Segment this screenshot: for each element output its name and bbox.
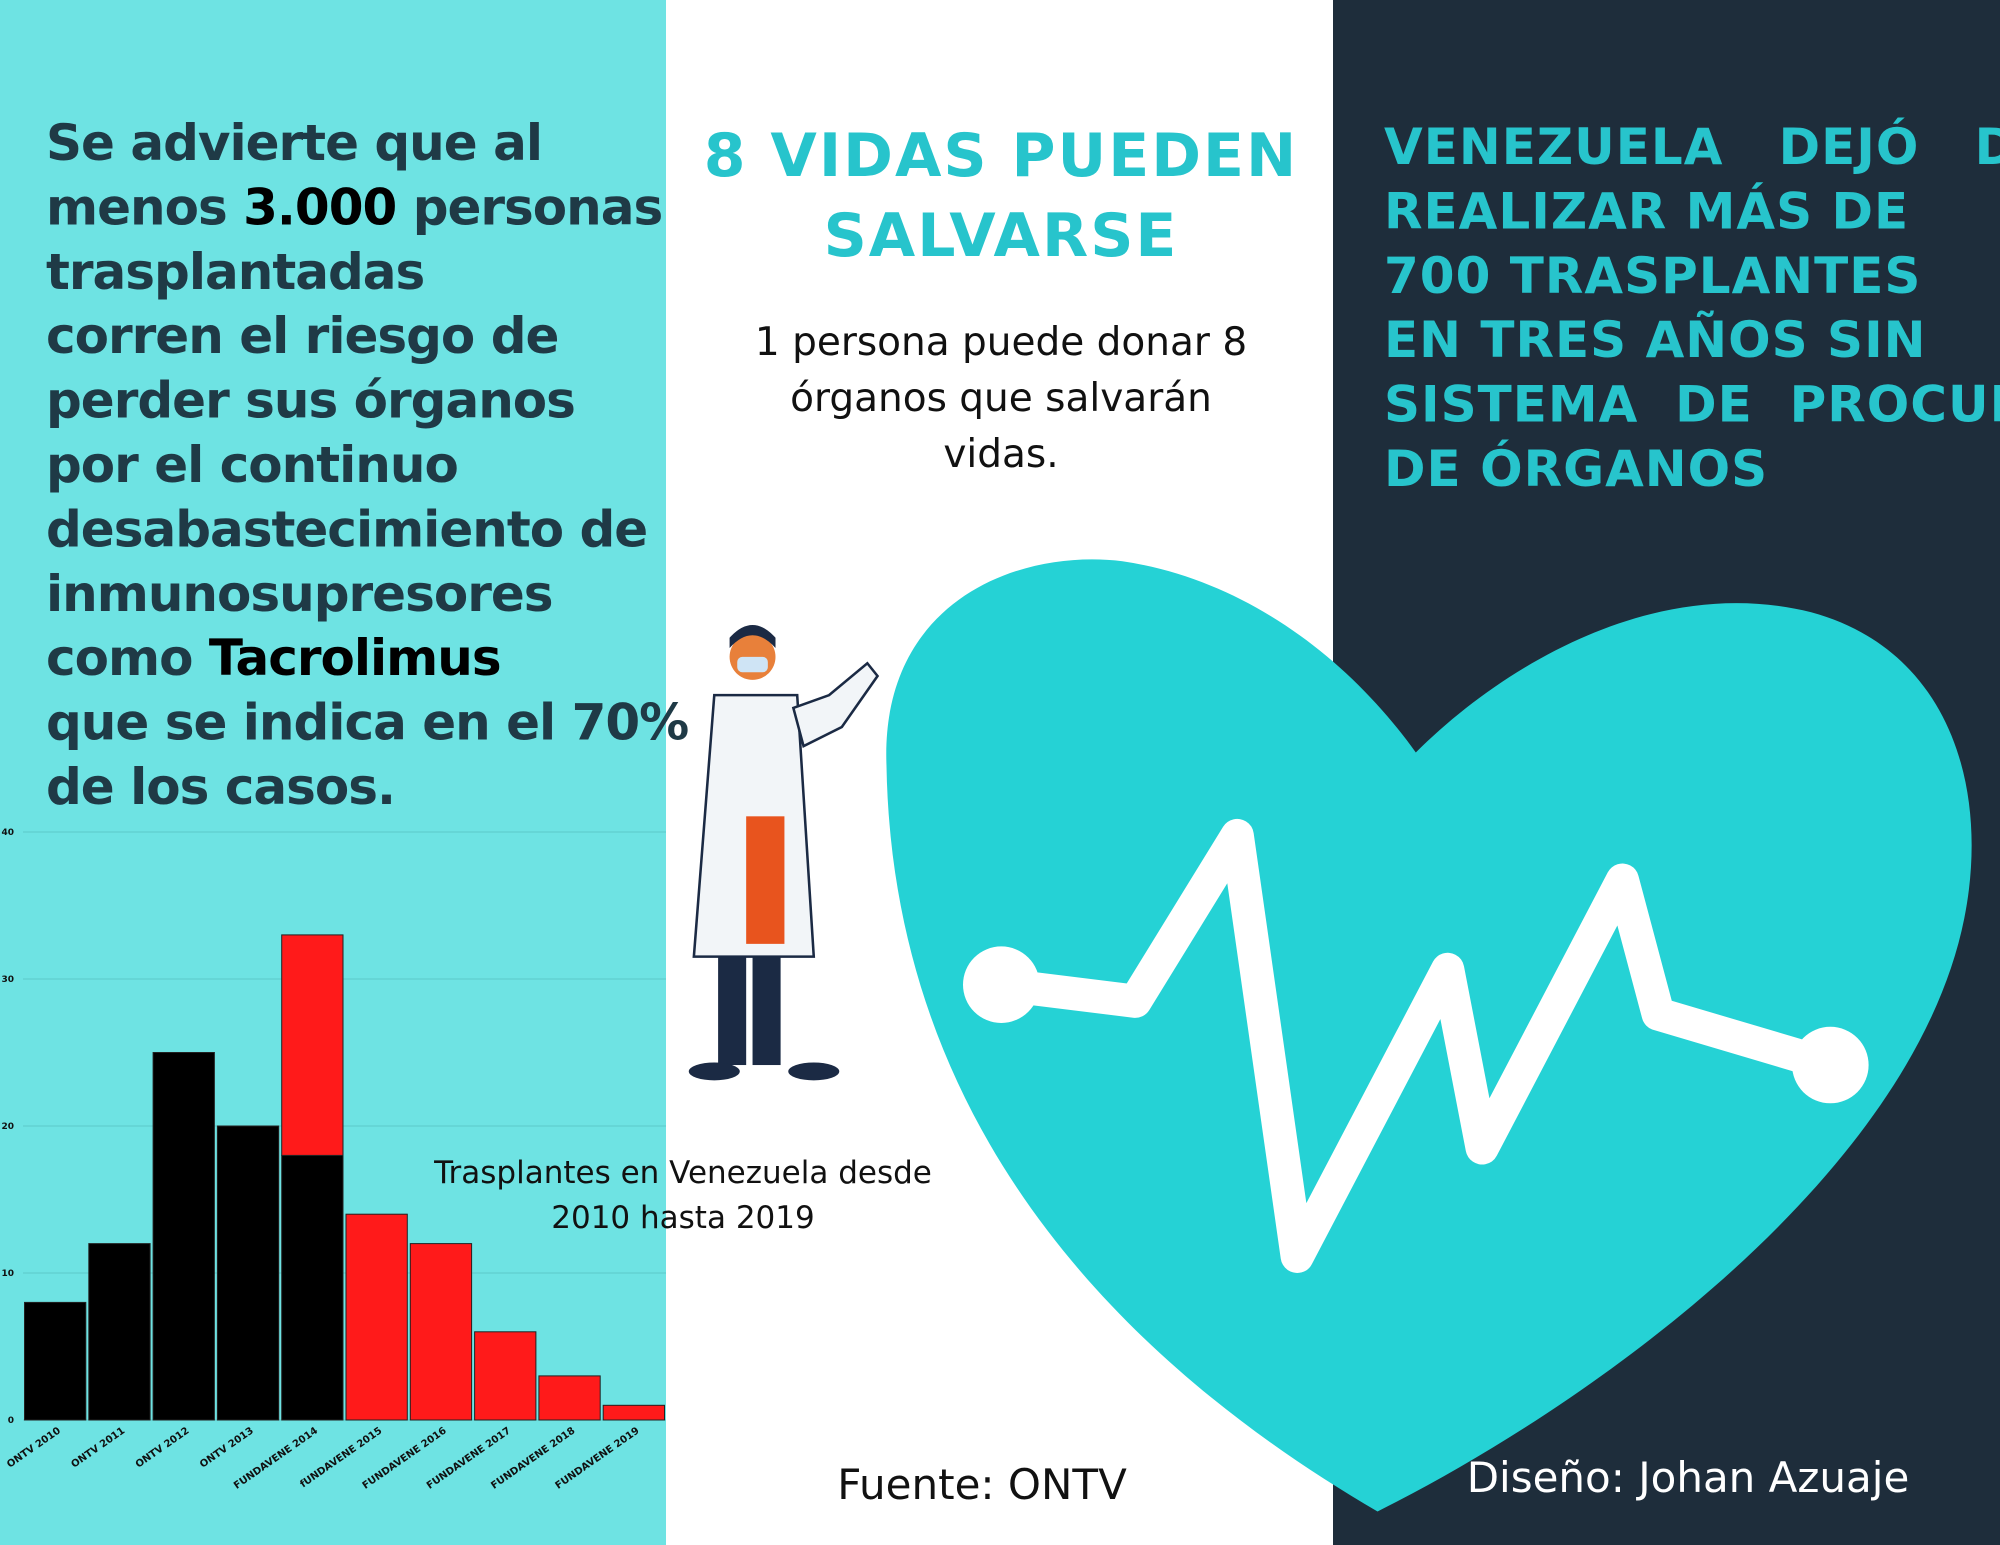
leg (752, 943, 781, 1066)
text-segment: menos (46, 178, 243, 236)
text-segment: personas (396, 178, 662, 236)
y-tick-label: 0 (8, 1416, 14, 1426)
left-text-line: desabastecimiento de (46, 500, 647, 558)
right-title: EN TRES AÑOS SIN (1384, 310, 1927, 369)
text-segment: de los casos. (46, 758, 395, 816)
text-segment: por el continuo (46, 436, 458, 494)
bar (474, 1331, 537, 1421)
bar (24, 1301, 87, 1421)
y-tick-label: 30 (1, 975, 14, 985)
text-segment: perder sus órganos (46, 372, 575, 430)
right-title: VENEZUELA DEJÓ DE (1384, 117, 2000, 176)
heartbeat (999, 818, 1836, 1273)
bar (602, 1404, 666, 1421)
left-text-line: Se advierte que al (46, 114, 542, 172)
leg (718, 943, 747, 1066)
right-title: REALIZAR MÁS DE (1384, 181, 1909, 240)
text-segment: inmunosupresores (46, 565, 553, 623)
bar (216, 1125, 280, 1421)
doctor (688, 624, 880, 1081)
right-title: 700 TRASPLANTES (1384, 247, 1921, 305)
chart-title: Trasplantes en Venezuela desde (433, 1155, 932, 1191)
shoe (688, 1062, 740, 1081)
y-tick-label: 10 (1, 1269, 14, 1279)
text-segment: que se indica en el 70% (46, 694, 688, 752)
center-body: 1 persona puede donar 8 (755, 320, 1247, 365)
left-text-line: corren el riesgo de (46, 307, 558, 365)
chart-title: 2010 hasta 2019 (551, 1200, 814, 1236)
highlight-text: 3.000 (243, 178, 396, 236)
left-text-line: trasplantadas (46, 243, 424, 301)
bar (345, 1213, 408, 1421)
left-text-line: menos 3.000 personas (46, 178, 662, 236)
y-tick-label: 40 (1, 828, 14, 838)
text-segment: desabastecimiento de (46, 500, 647, 558)
hair (729, 624, 776, 648)
bar (88, 1243, 151, 1421)
y-tick-label: 20 (1, 1122, 14, 1132)
text-segment: como (46, 629, 209, 687)
arm (791, 661, 880, 749)
center-body: órganos que salvarán (790, 376, 1212, 421)
bar (152, 1052, 215, 1421)
pulse-dot (1792, 1026, 1869, 1104)
text-segment: corren el riesgo de (46, 307, 558, 365)
highlight-text: Tacrolimus (209, 629, 501, 687)
bar (281, 1154, 344, 1421)
heart (886, 559, 1972, 1512)
center-title: 8 VIDAS PUEDEN (704, 121, 1298, 191)
left-text-line: perder sus órganos (46, 372, 575, 430)
center-body: vidas. (943, 432, 1058, 477)
left-text-line: por el continuo (46, 436, 458, 494)
left-text-line: de los casos. (46, 758, 395, 816)
left-text-line: inmunosupresores (46, 565, 553, 623)
text-segment: Se advierte que al (46, 114, 542, 172)
shoe (788, 1062, 840, 1081)
shirt (746, 816, 785, 944)
pulse-dot (963, 946, 1040, 1023)
bar (281, 934, 344, 1156)
left-text-line: como Tacrolimus (46, 629, 501, 687)
bar (409, 1243, 473, 1421)
right-title: SISTEMA DE PROCURA (1384, 376, 2000, 434)
mask (737, 656, 768, 673)
left-text-line: que se indica en el 70% (46, 694, 688, 752)
center-title: SALVARSE (824, 201, 1179, 271)
designer: Diseño: Johan Azuaje (1467, 1453, 1910, 1502)
text-segment: trasplantadas (46, 243, 424, 301)
bar (538, 1375, 601, 1421)
source: Fuente: ONTV (837, 1460, 1127, 1509)
right-title: DE ÓRGANOS (1384, 439, 1768, 498)
